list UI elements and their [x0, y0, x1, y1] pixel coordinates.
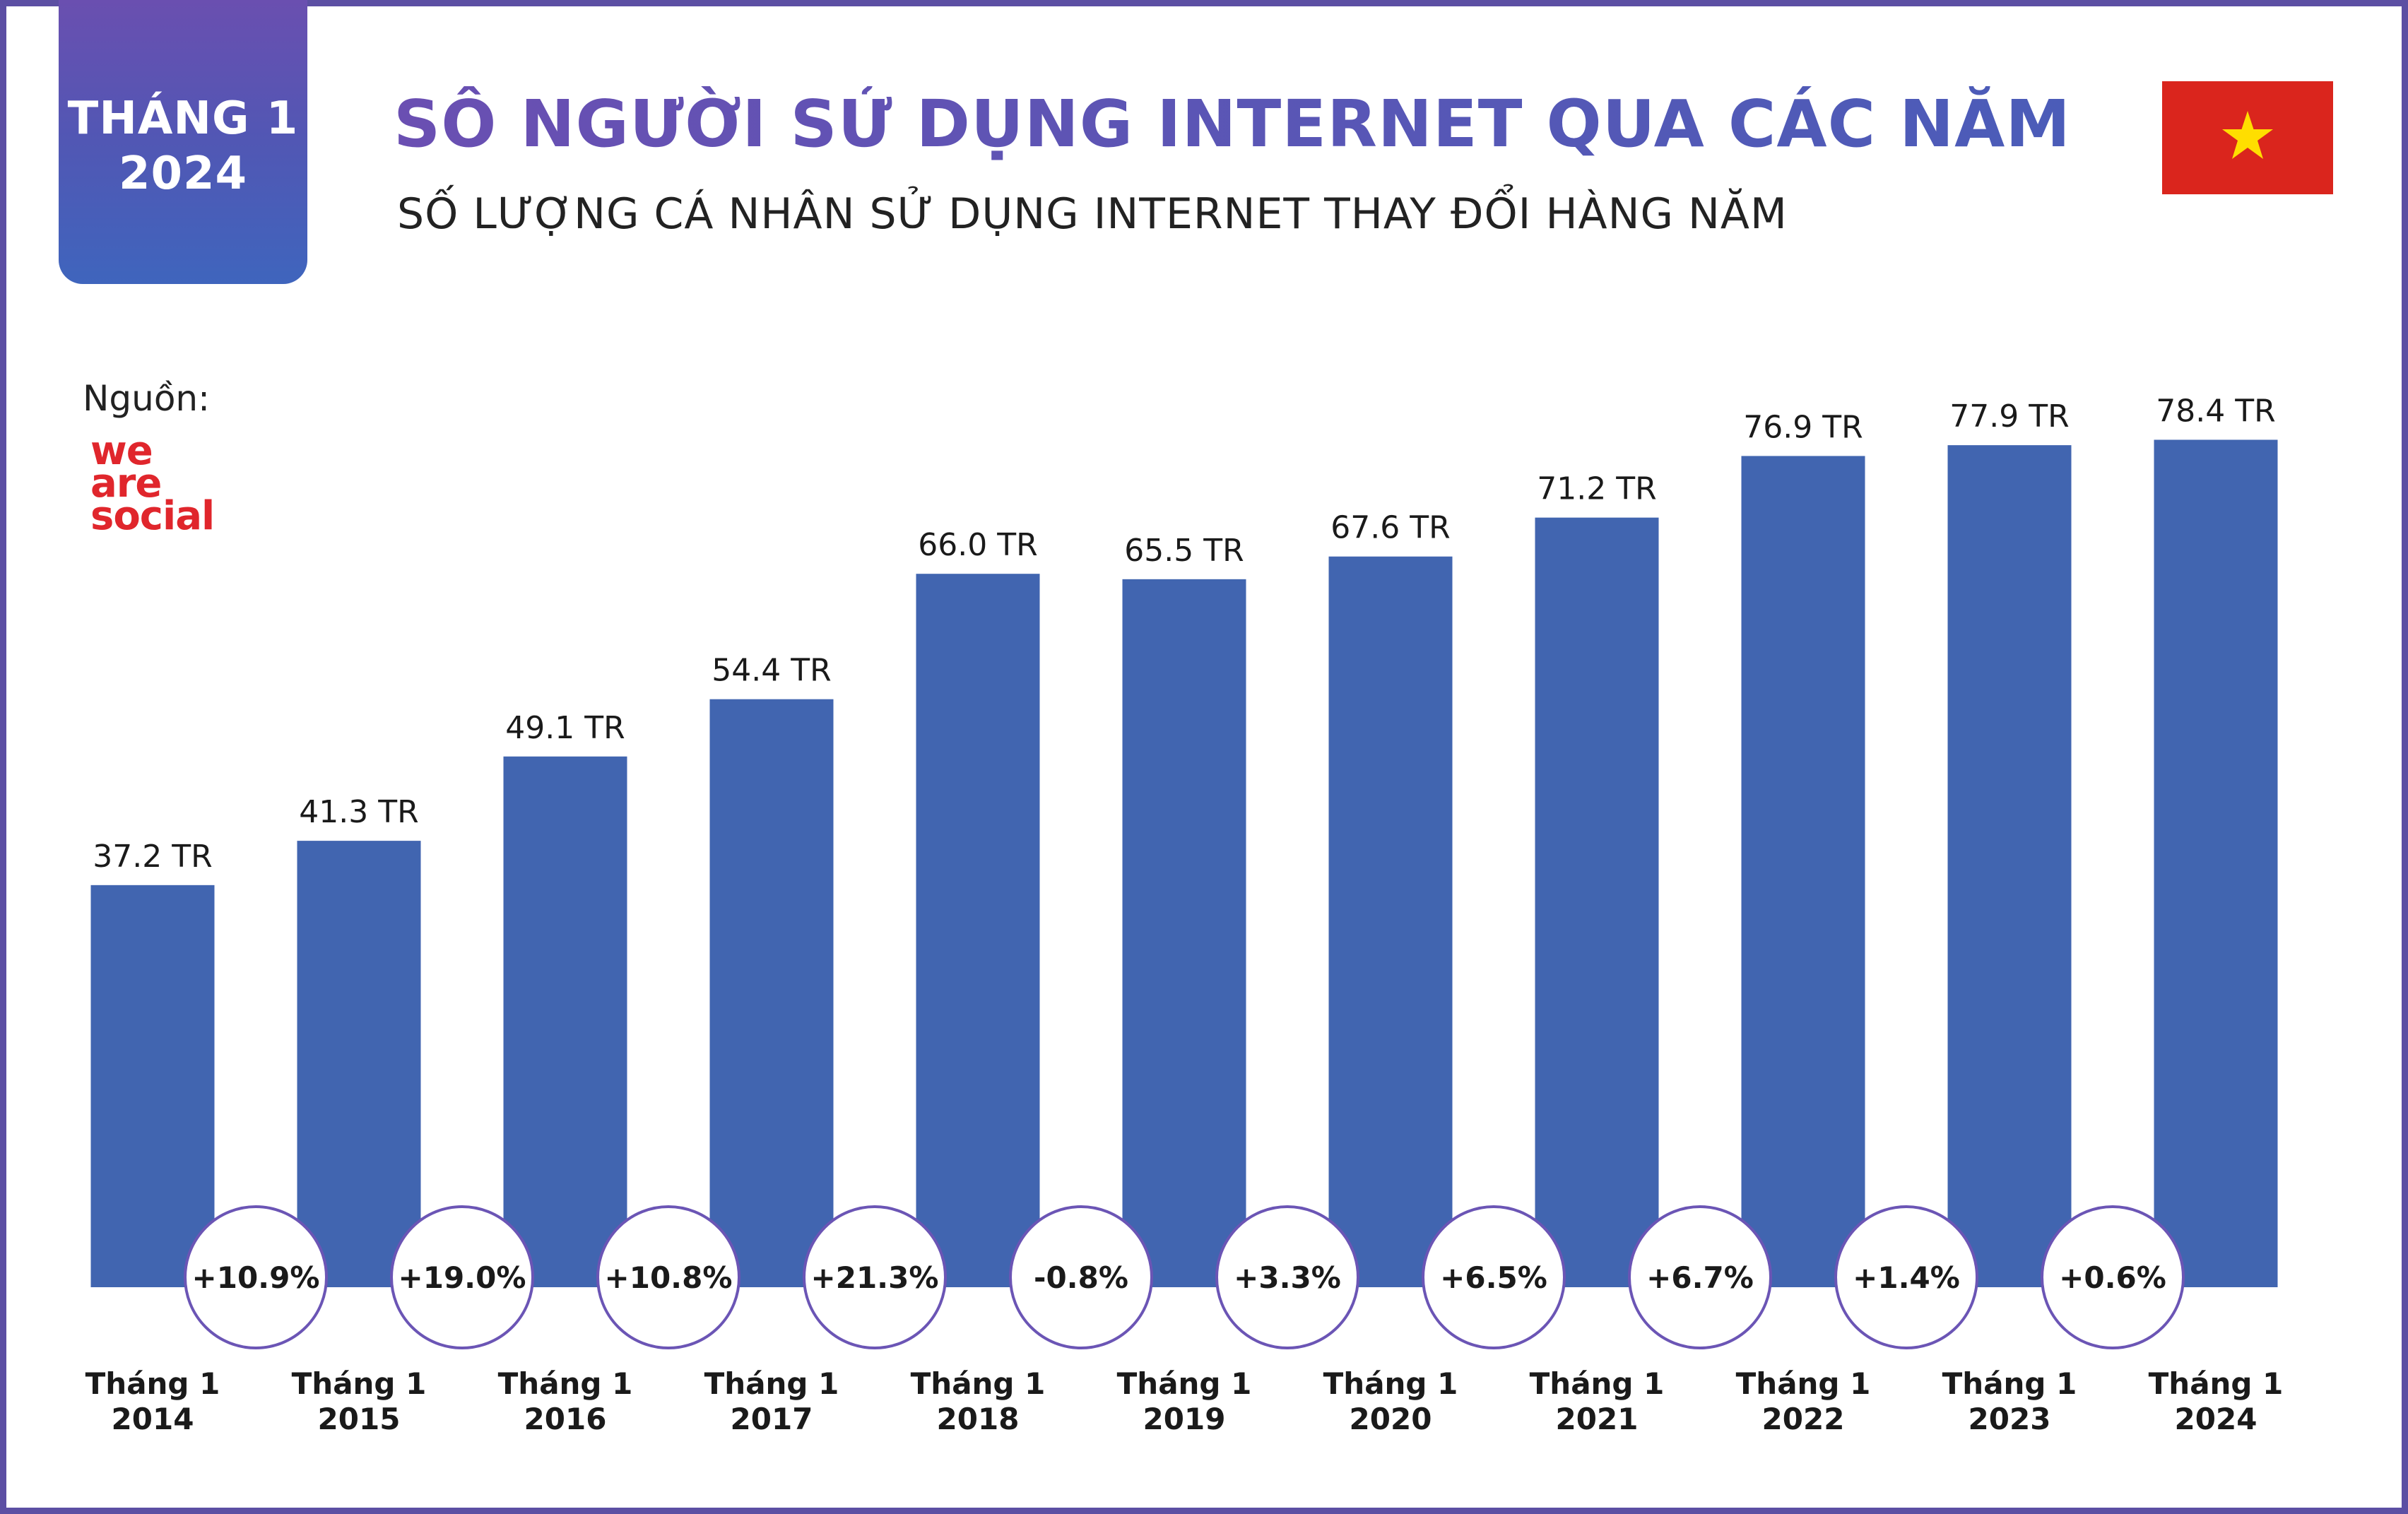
x-tick-label-month: Tháng 1	[1530, 1366, 1665, 1401]
bar-value-label: 78.4 TR	[2156, 393, 2275, 429]
x-tick-label-year: 2022	[1762, 1402, 1845, 1436]
x-tick-label-month: Tháng 1	[85, 1366, 220, 1401]
x-tick-label-year: 2015	[318, 1402, 401, 1436]
bar-value-label: 49.1 TR	[505, 710, 625, 746]
x-tick-label-month: Tháng 1	[498, 1366, 633, 1401]
change-label: -0.8%	[1034, 1260, 1128, 1295]
change-circle	[1628, 1205, 1772, 1349]
bar	[1122, 579, 1246, 1287]
change-label: +6.7%	[1646, 1260, 1754, 1295]
bar-value-label: 77.9 TR	[1949, 398, 2069, 434]
x-tick-label-year: 2024	[2175, 1402, 2258, 1436]
bar-value-label: 66.0 TR	[918, 527, 1037, 563]
bar	[1535, 517, 1659, 1287]
change-circle	[1215, 1205, 1359, 1349]
change-label: +0.6%	[2059, 1260, 2166, 1295]
change-circle	[1009, 1205, 1153, 1349]
x-tick-label-month: Tháng 1	[1323, 1366, 1458, 1401]
x-tick-label-year: 2021	[1556, 1402, 1639, 1436]
bar	[1328, 556, 1453, 1287]
x-tick-label-month: Tháng 1	[1117, 1366, 1252, 1401]
x-tick-label-month: Tháng 1	[1736, 1366, 1871, 1401]
bar	[2154, 439, 2278, 1287]
bar-value-label: 76.9 TR	[1743, 409, 1863, 445]
logo-line: we	[90, 428, 153, 474]
change-label: +3.3%	[1234, 1260, 1341, 1295]
logo-line: social	[90, 493, 215, 539]
bar	[916, 574, 1040, 1287]
bar	[297, 841, 421, 1287]
bar-value-label: 41.3 TR	[299, 794, 418, 830]
source-label: Nguồn:	[83, 378, 210, 419]
change-circle	[1422, 1205, 1566, 1349]
change-circle	[803, 1205, 947, 1349]
x-tick-label-year: 2023	[1969, 1402, 2051, 1436]
bar	[503, 756, 627, 1287]
change-label: +10.9%	[192, 1260, 320, 1295]
x-tick-label-year: 2018	[937, 1402, 1020, 1436]
we-are-social-logo: we are social	[90, 428, 215, 539]
bar-value-label: 71.2 TR	[1537, 471, 1656, 507]
change-circle	[390, 1205, 534, 1349]
date-badge-month: THÁNG 1	[67, 93, 299, 145]
x-tick-label-month: Tháng 1	[704, 1366, 839, 1401]
change-circle	[2041, 1205, 2185, 1349]
date-badge-year: 2024	[118, 148, 248, 200]
bar-value-label: 54.4 TR	[712, 653, 831, 689]
page-subtitle: SỐ LƯỢNG CÁ NHÂN SỬ DỤNG INTERNET THAY Đ…	[397, 189, 1788, 239]
x-tick-label-month: Tháng 1	[1942, 1366, 2077, 1401]
change-label: +1.4%	[1853, 1260, 1960, 1295]
change-label: +21.3%	[811, 1260, 939, 1295]
x-tick-label-year: 2020	[1350, 1402, 1432, 1436]
page-title: SỐ NGƯỜI SỬ DỤNG INTERNET QUA CÁC NĂM	[394, 86, 2071, 162]
bar	[709, 699, 834, 1287]
bar-value-label: 37.2 TR	[93, 839, 212, 875]
bar	[1947, 445, 2072, 1287]
x-tick-label-year: 2014	[112, 1402, 194, 1436]
x-tick-label-year: 2017	[731, 1402, 813, 1436]
change-label: +6.5%	[1440, 1260, 1547, 1295]
change-circle	[596, 1205, 740, 1349]
change-label: +10.8%	[605, 1260, 733, 1295]
change-circle	[1834, 1205, 1978, 1349]
x-tick-label-month: Tháng 1	[292, 1366, 427, 1401]
change-label: +19.0%	[399, 1260, 526, 1295]
bar-value-label: 67.6 TR	[1330, 510, 1450, 546]
x-tick-label-month: Tháng 1	[911, 1366, 1046, 1401]
bar	[90, 885, 215, 1287]
bar-value-label: 65.5 TR	[1124, 533, 1244, 569]
x-tick-label-month: Tháng 1	[2149, 1366, 2284, 1401]
change-circle	[184, 1205, 328, 1349]
bar	[1741, 456, 1865, 1288]
vietnam-flag-icon	[2162, 81, 2333, 194]
date-badge: THÁNG 1 2024	[59, 0, 307, 284]
x-tick-label-year: 2019	[1143, 1402, 1226, 1436]
x-tick-label-year: 2016	[524, 1402, 607, 1436]
logo-line: are	[90, 461, 162, 507]
